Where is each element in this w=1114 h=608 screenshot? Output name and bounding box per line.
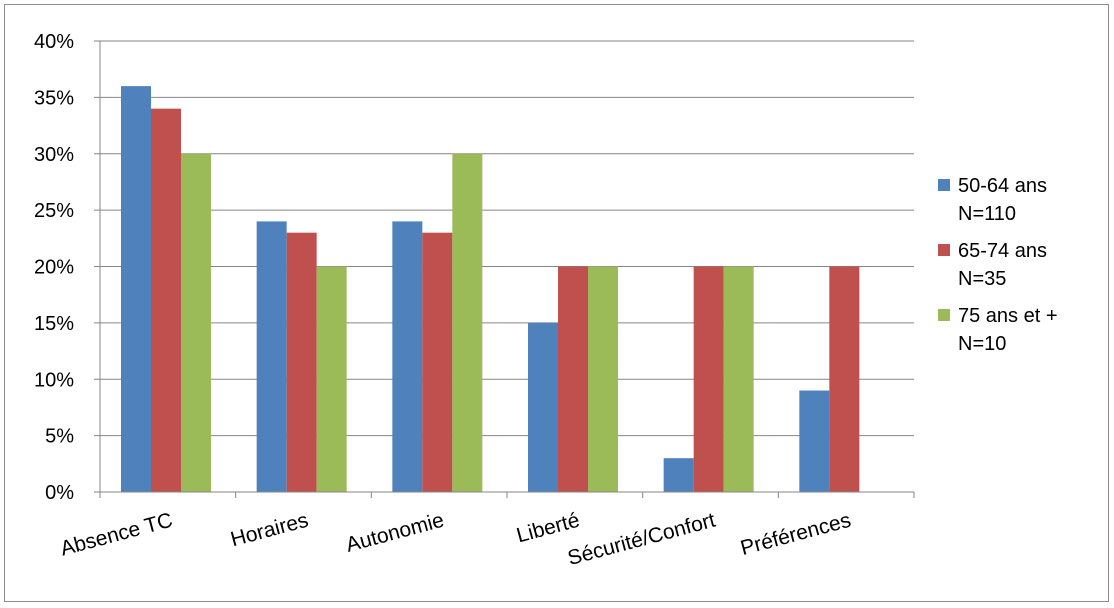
bar [558,266,588,492]
bars [121,86,860,493]
y-tick-label: 25% [34,200,74,222]
bar [121,86,151,492]
bar [316,266,347,492]
legend-label: N=110 [958,203,1016,225]
y-tick-label: 30% [34,144,74,166]
y-tick-label: 5% [45,426,74,448]
bar [693,266,724,492]
category-label: Absence TC [58,509,175,561]
legend-label: N=35 [958,268,1006,290]
legend-label: 65-74 ans [958,240,1047,262]
legend-label: N=10 [958,333,1006,355]
bar [452,153,483,492]
legend-label: 75 ans et + [958,305,1058,327]
axes [94,40,915,498]
category-label: Liberté [514,509,582,548]
y-tick-label: 40% [34,31,74,53]
y-axis-tick-labels: 0% 5% 10% 15% 20% 25% 30% 35% 40% [34,31,74,504]
bar [723,266,754,492]
legend: 50-64 ans N=110 65-74 ans N=35 75 ans et + N=… [938,175,1058,355]
y-tick-label: 15% [34,313,74,335]
y-tick-label: 20% [34,257,74,279]
bar [181,153,211,492]
y-tick-label: 0% [45,482,74,504]
bar [799,390,830,492]
bar [256,221,287,492]
gridlines [100,40,914,437]
legend-swatch [938,309,950,321]
y-tick-label: 35% [34,87,74,109]
bar [829,266,860,492]
y-tick-label: 10% [34,369,74,391]
bar [663,458,694,492]
category-label: Horaires [228,509,311,552]
category-label: Sécurité/Confort [565,509,718,571]
legend-label: 50-64 ans [958,175,1047,197]
bar [588,266,618,492]
legend-swatch [938,244,950,256]
bar [422,232,453,493]
bar [286,232,317,493]
bar [528,322,558,492]
category-label: Autonomie [344,509,447,557]
x-axis-category-labels: Absence TC Horaires Autonomie LibertéSécuri… [58,509,854,571]
bar [392,221,423,492]
legend-swatch [938,179,950,191]
category-label: Préférences [738,509,853,561]
bar [151,108,181,493]
